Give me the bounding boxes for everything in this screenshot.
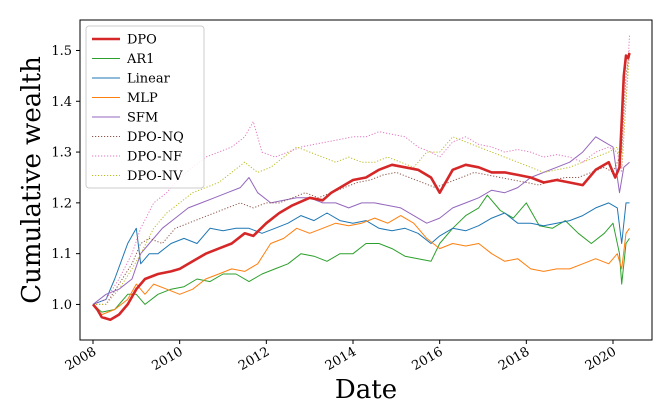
x-tick-label: 2012 [236, 344, 272, 374]
legend-label: MLP [127, 91, 158, 106]
series-line-sfm [92, 136, 630, 305]
x-axis-title: Date [335, 375, 397, 405]
y-tick-label: 1.0 [51, 298, 72, 313]
y-tick-label: 1.1 [51, 247, 72, 262]
legend-label: AR1 [126, 52, 154, 67]
legend: DPO AR1 Linear MLP SFM DPO-NQ DPO-NF DPO-NV [85, 25, 205, 189]
x-tick-label: 2020 [583, 344, 619, 374]
legend-label: DPO [127, 33, 157, 48]
series-line-mlp [92, 215, 630, 316]
legend-box [85, 25, 205, 189]
series-line-linear [92, 202, 630, 305]
series-lines [92, 35, 631, 321]
y-axis: 1.0 1.1 1.2 1.3 1.4 1.5 [51, 44, 80, 313]
x-tick-label: 2016 [410, 344, 446, 374]
series-line-dpo [92, 52, 631, 321]
y-tick-label: 1.3 [51, 146, 72, 161]
y-tick-label: 1.2 [51, 196, 72, 211]
x-axis: 2008 2010 2012 2014 2016 2018 2020 [63, 340, 619, 374]
legend-label: DPO-NV [127, 169, 183, 184]
y-axis-title: Cumulative wealth [17, 56, 47, 304]
legend-label: DPO-NF [127, 150, 182, 165]
series-line-dpo-nv [93, 55, 630, 305]
y-tick-label: 1.4 [51, 95, 72, 110]
x-tick-label: 2008 [63, 344, 99, 374]
y-tick-label: 1.5 [51, 44, 72, 59]
x-tick-label: 2014 [323, 344, 359, 374]
series-line-dpo-nf [92, 35, 630, 305]
x-tick-label: 2010 [150, 344, 186, 374]
plot-frame [79, 19, 653, 341]
legend-label: SFM [127, 111, 158, 126]
x-tick-label: 2018 [496, 344, 532, 374]
series-line-dpo-nq [93, 50, 630, 305]
legend-label: DPO-NQ [127, 130, 184, 145]
series-line-ar1 [92, 194, 630, 313]
legend-label: Linear [127, 72, 171, 87]
